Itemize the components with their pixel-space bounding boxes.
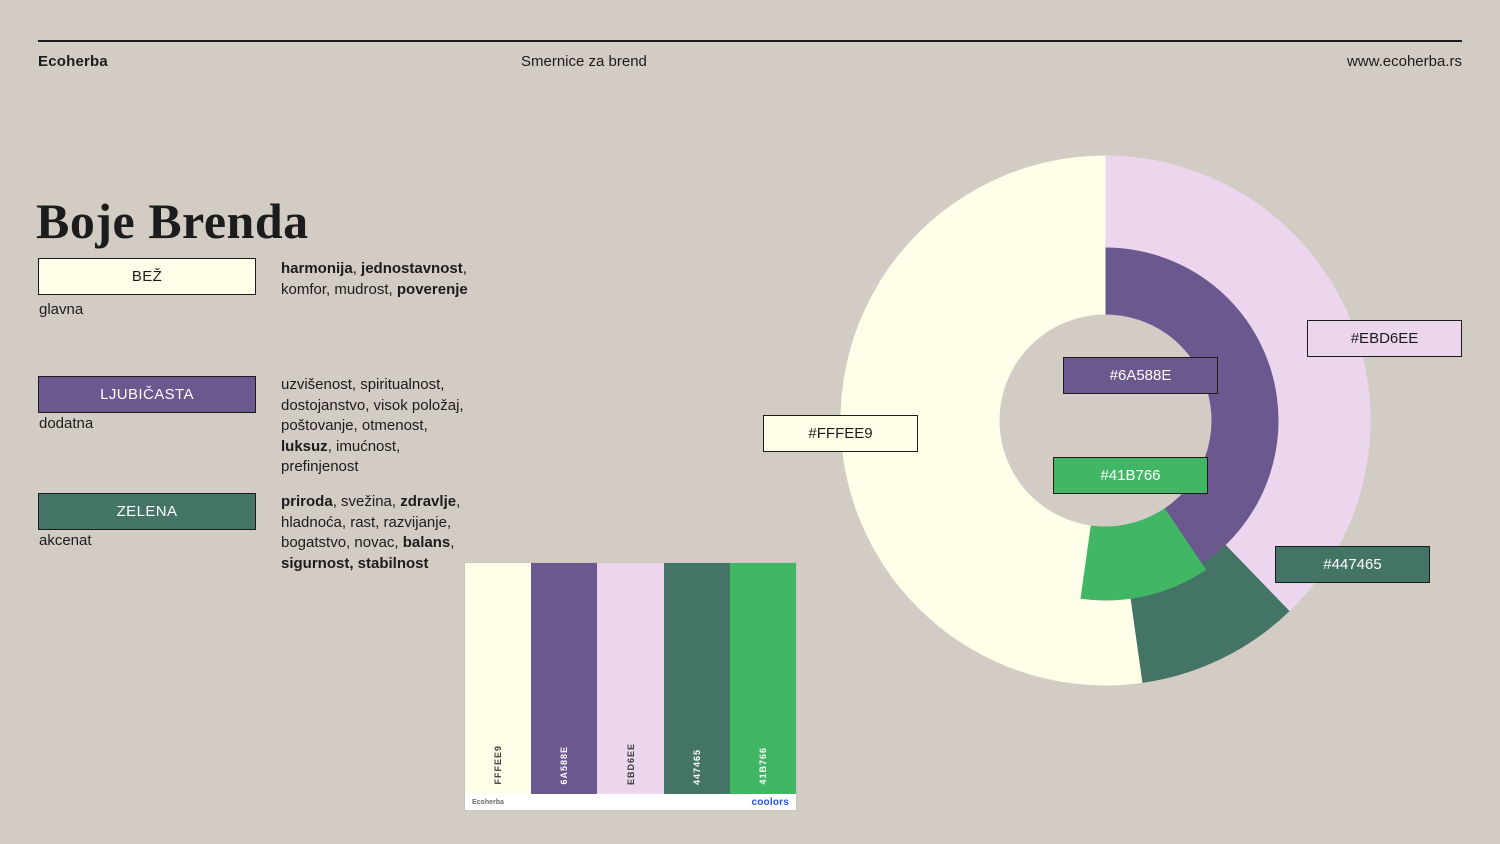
palette-stripe-41b766: 41B766 [729, 563, 797, 794]
coolors-logo: coolors [751, 796, 789, 808]
hex-label-fffee9: #FFFEE9 [763, 415, 918, 452]
keywords-bez: harmonija, jednostavnost, komfor, mudros… [281, 260, 468, 298]
palette-stripe-fffee9: FFFEE9 [465, 563, 532, 794]
keywords-zelena: priroda, svežina, zdravlje, hladnoća, ra… [281, 493, 461, 572]
header-subtitle: Smernice za brend [521, 53, 647, 70]
stripe-hex-label: EBD6EE [625, 742, 636, 785]
hex-label-41b766: #41B766 [1053, 457, 1208, 494]
palette-stripe-ebd6ee: EBD6EE [597, 563, 664, 794]
donut-segment-purple-ring [1105, 247, 1279, 564]
palette-stripe-447465: 447465 [663, 563, 730, 794]
palette-stripe-6a588e: 6A588E [531, 563, 598, 794]
palette-stripes: FFFEE9 6A588E EBD6EE 447465 41B766 [465, 563, 797, 794]
header-website: www.ecoherba.rs [1346, 53, 1462, 70]
stripe-hex-label: FFFEE9 [493, 745, 504, 785]
donut-chart-svg [840, 155, 1371, 686]
swatch-zelena: ZELENA [38, 493, 256, 530]
hex-label-6a588e: #6A588E [1063, 357, 1218, 394]
stripe-hex-label: 6A588E [559, 746, 570, 785]
swatch-ljubicasta: LJUBIČASTA [38, 376, 256, 413]
hex-label-447465: #447465 [1275, 546, 1430, 583]
role-label-glavna: glavna [39, 301, 84, 318]
page-title: Boje Brenda [36, 192, 309, 249]
hex-label-ebd6ee: #EBD6EE [1307, 320, 1462, 357]
role-label-akcenat: akcenat [39, 532, 92, 549]
donut-segment-bright-green [1080, 508, 1207, 601]
donut-segment-cream [840, 155, 1143, 686]
swatch-bez: BEŽ [38, 258, 256, 295]
palette-footer-brand: Ecoherba [472, 798, 504, 806]
brand-color-donut-chart: #EBD6EE #6A588E #FFFEE9 #41B766 #447465 [763, 155, 1463, 686]
stripe-hex-label: 41B766 [757, 747, 768, 785]
header-divider [38, 40, 1462, 42]
stripe-hex-label: 447465 [691, 748, 702, 785]
role-label-dodatna: dodatna [39, 415, 94, 432]
palette-export-card: FFFEE9 6A588E EBD6EE 447465 41B766 Ecohe… [465, 563, 797, 810]
brand-name: Ecoherba [38, 53, 108, 70]
palette-card-footer: Ecoherba coolors [465, 794, 796, 810]
keywords-ljubicasta: uzvišenost, spiritualnost, dostojanstvo,… [281, 376, 464, 475]
